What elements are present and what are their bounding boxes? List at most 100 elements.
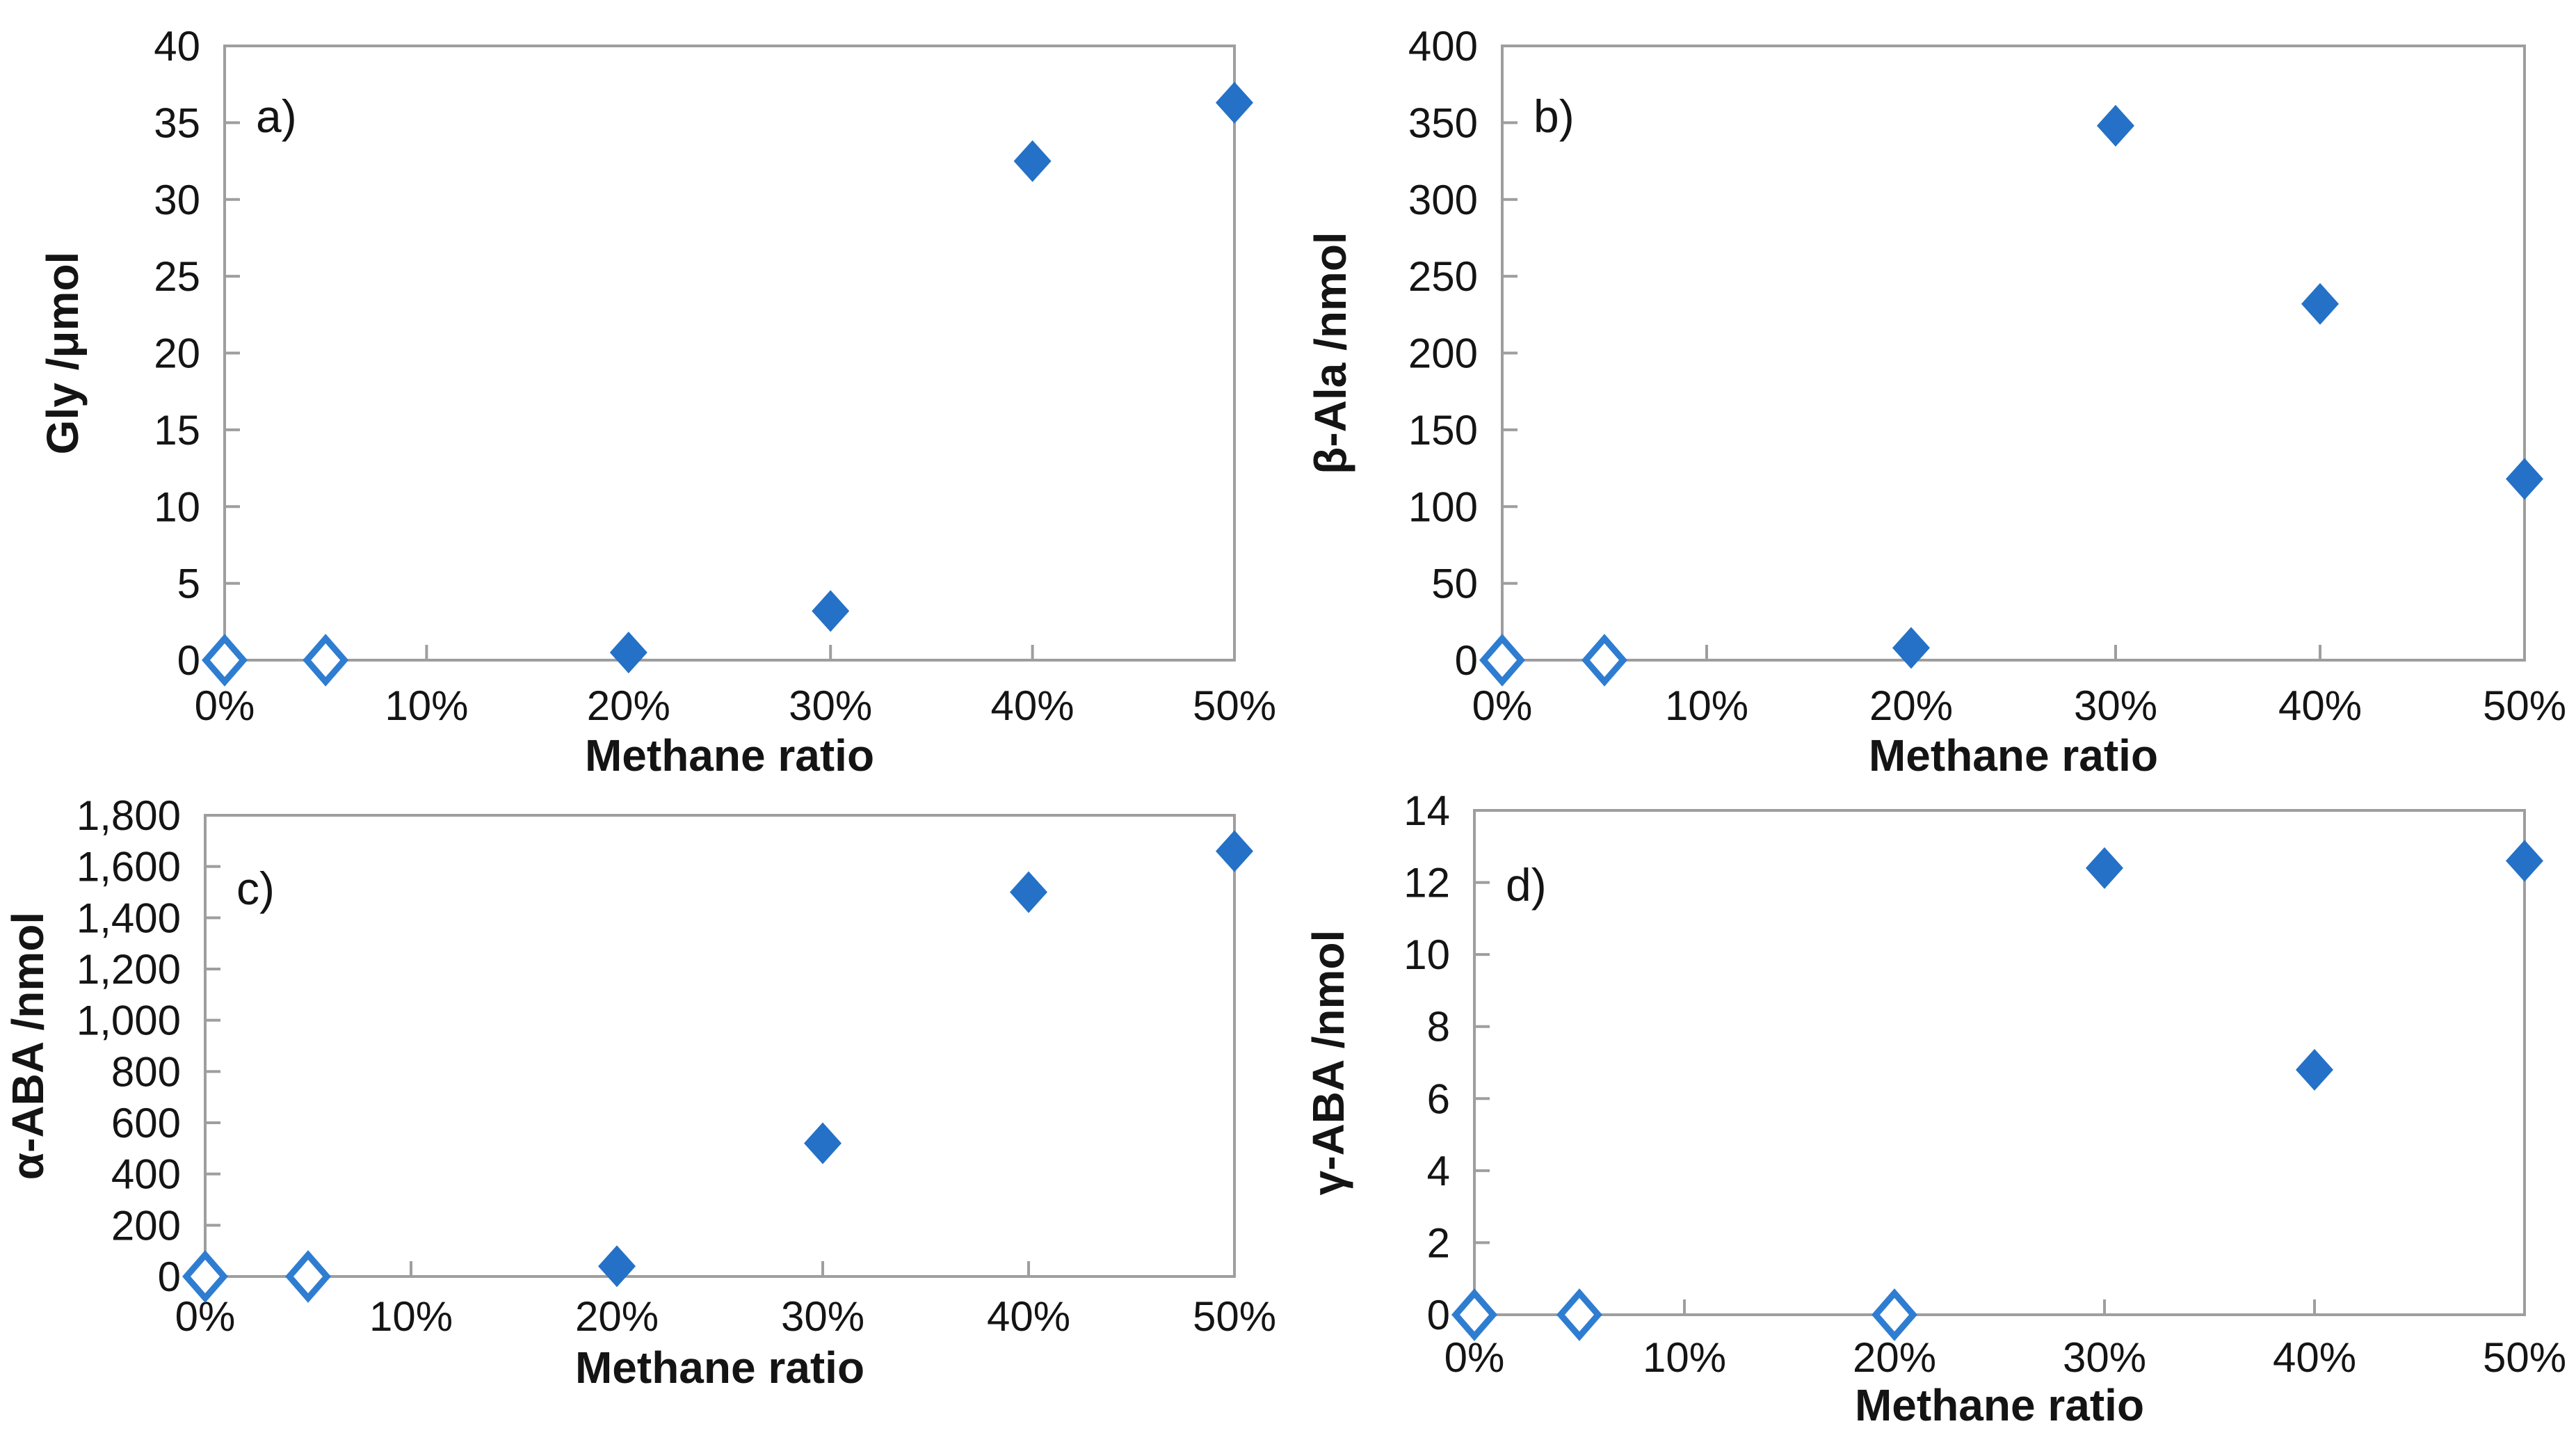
y-tick-label: 150 xyxy=(1408,407,1478,454)
chart-svg-c: 02004006008001,0001,2001,4001,6001,8000%… xyxy=(3,792,1276,1393)
y-tick-label: 600 xyxy=(111,1100,181,1146)
y-tick-label: 1,600 xyxy=(77,844,181,890)
data-point-marker-open xyxy=(1871,1288,1917,1341)
y-tick-label: 0 xyxy=(1455,637,1478,684)
y-tick-label: 1,800 xyxy=(77,792,181,839)
x-tick-label: 0% xyxy=(1472,682,1533,729)
x-tick-label: 40% xyxy=(2273,1334,2356,1381)
y-tick-label: 50 xyxy=(1431,561,1478,607)
y-tick-label: 200 xyxy=(1408,330,1478,377)
data-point-marker-filled xyxy=(598,1245,636,1288)
panel-c: 0 200 400 600 800 1,000 1,200 1,400 1,600 1,800 0%… xyxy=(0,724,1288,1449)
x-axis-title: Methane ratio xyxy=(1869,730,2158,780)
panel-b: 0 50 100 150 200 250 300 350 400 0% 10% 20% 30% 40% 50… xyxy=(1288,0,2576,807)
x-tick-label: 30% xyxy=(2063,1334,2146,1381)
y-tick-label: 0 xyxy=(177,637,200,684)
x-tick-label: 30% xyxy=(781,1293,864,1340)
plot-frame xyxy=(223,45,1236,662)
data-point-marker-filled xyxy=(812,590,850,632)
plot-frame xyxy=(204,814,1236,1278)
chart-svg-d: 0 2 4 6 8 10 12 14 0% 10% 20% 30% 40% 50% Methane rati… xyxy=(1303,787,2566,1430)
y-tick-label: 10 xyxy=(1403,931,1450,978)
data-point-marker-open xyxy=(182,1250,228,1303)
y-tick-label: 6 xyxy=(1427,1075,1450,1122)
panel-label: d) xyxy=(1506,859,1547,911)
y-tick-label: 400 xyxy=(111,1151,181,1198)
data-point-marker-filled xyxy=(2301,282,2339,325)
x-tick-label: 0% xyxy=(195,682,255,729)
y-tick-label: 0 xyxy=(1427,1292,1450,1338)
y-tick-label: 1,200 xyxy=(77,946,181,993)
y-tick-label: 2 xyxy=(1427,1219,1450,1266)
panel-a: 0 5 10 15 20 25 30 35 40 0% 10% 20% 30% 40% 50% Methane… xyxy=(0,0,1288,807)
plot-frame xyxy=(1473,809,2526,1316)
x-tick-label: 10% xyxy=(1643,1334,1726,1381)
y-tick-label: 12 xyxy=(1403,860,1450,906)
data-point-marker-filled xyxy=(2296,1048,2333,1091)
x-tick-label: 20% xyxy=(1869,682,1953,729)
y-tick-label: 200 xyxy=(111,1202,181,1249)
data-point-marker-filled xyxy=(2506,840,2543,882)
y-axis-title: β-Ala /nmol xyxy=(1305,232,1355,474)
y-tick-label: 8 xyxy=(1427,1004,1450,1050)
y-axis-title: Gly /μmol xyxy=(38,252,88,455)
data-point-marker-open xyxy=(303,634,349,687)
y-tick-label: 5 xyxy=(177,561,200,607)
data-point-marker-filled xyxy=(609,631,647,673)
x-tick-label: 30% xyxy=(789,682,872,729)
x-tick-label: 20% xyxy=(587,682,670,729)
panel-label: c) xyxy=(236,863,275,914)
y-tick-label: 250 xyxy=(1408,253,1478,300)
panel-label: a) xyxy=(256,90,297,142)
x-tick-label: 20% xyxy=(1853,1334,1936,1381)
data-point-marker-filled xyxy=(1013,140,1052,182)
x-tick-label: 50% xyxy=(2483,682,2566,729)
y-tick-label: 100 xyxy=(1408,483,1478,530)
data-point-marker-open xyxy=(1556,1288,1602,1341)
x-tick-label: 10% xyxy=(1665,682,1748,729)
y-tick-label: 14 xyxy=(1403,787,1450,834)
x-tick-label: 10% xyxy=(369,1293,453,1340)
y-tick-label: 1,400 xyxy=(77,895,181,941)
y-axis-title: α-ABA /nmol xyxy=(3,912,53,1180)
data-point-marker-filled xyxy=(2086,847,2123,889)
y-tick-label: 35 xyxy=(154,99,200,146)
x-tick-label: 40% xyxy=(991,682,1074,729)
x-tick-label: 40% xyxy=(2278,682,2362,729)
x-axis-title: Methane ratio xyxy=(1855,1380,2144,1430)
panel-label: b) xyxy=(1533,90,1575,142)
x-axis-title: Methane ratio xyxy=(575,1343,864,1393)
panel-d: 0 2 4 6 8 10 12 14 0% 10% 20% 30% 40% 50% Methane rati… xyxy=(1288,724,2576,1449)
y-tick-label: 350 xyxy=(1408,99,1478,146)
data-point-marker-open xyxy=(285,1250,331,1303)
x-tick-label: 50% xyxy=(1193,682,1276,729)
data-point-marker-open xyxy=(1581,634,1627,687)
y-tick-label: 25 xyxy=(154,253,200,300)
y-tick-label: 15 xyxy=(154,407,200,454)
plot-frame xyxy=(1501,45,2526,662)
y-tick-label: 4 xyxy=(1427,1148,1450,1194)
data-point-marker-filled xyxy=(804,1122,842,1164)
y-tick-label: 0 xyxy=(158,1254,181,1300)
data-point-marker-filled xyxy=(1216,81,1253,124)
y-axis-title: γ-ABA /nmol xyxy=(1303,930,1353,1196)
y-tick-label: 40 xyxy=(154,23,200,70)
data-point-marker-open xyxy=(1479,634,1525,687)
x-axis-title: Methane ratio xyxy=(585,730,874,780)
y-tick-label: 20 xyxy=(154,330,200,377)
x-tick-label: 30% xyxy=(2074,682,2157,729)
x-tick-label: 20% xyxy=(575,1293,659,1340)
x-tick-label: 50% xyxy=(2483,1334,2566,1381)
x-tick-label: 0% xyxy=(1444,1334,1505,1381)
x-tick-label: 50% xyxy=(1193,1293,1276,1340)
data-point-marker-open xyxy=(1451,1288,1497,1341)
y-tick-label: 300 xyxy=(1408,177,1478,223)
data-point-marker-filled xyxy=(2097,104,2134,147)
chart-svg-a: 0 5 10 15 20 25 30 35 40 0% 10% 20% 30% 40% 50% Methane… xyxy=(38,23,1276,780)
data-point-marker-filled xyxy=(2506,458,2543,500)
data-point-marker-filled xyxy=(1216,830,1253,872)
x-tick-label: 40% xyxy=(987,1293,1070,1340)
y-tick-label: 1,000 xyxy=(77,998,181,1044)
data-point-marker-filled xyxy=(1010,871,1047,913)
data-point-marker-filled xyxy=(1892,627,1930,669)
